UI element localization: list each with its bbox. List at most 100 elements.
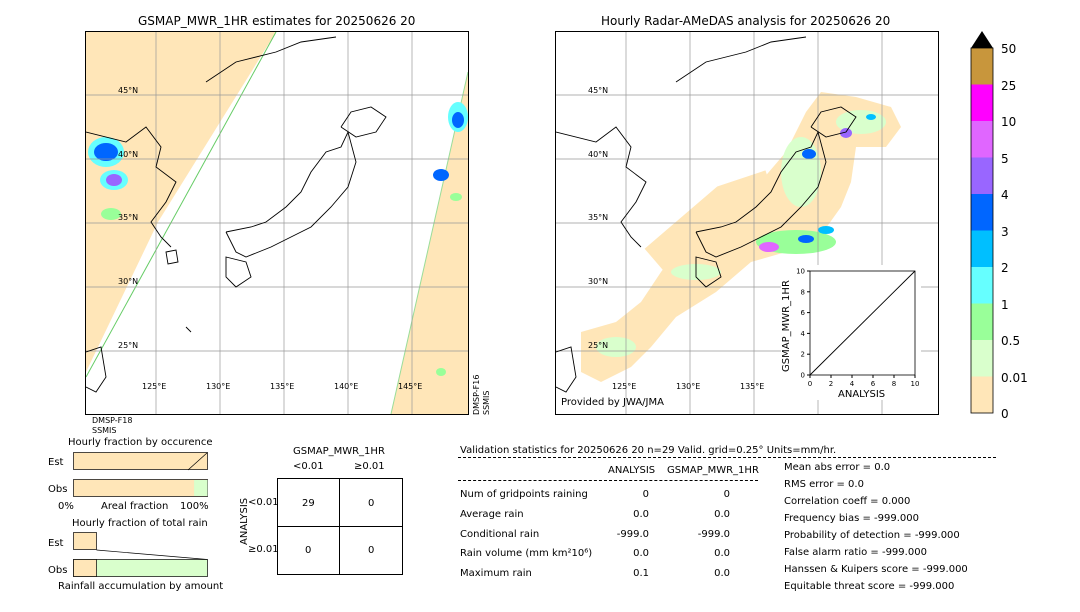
scatter-xtick-label: 8	[892, 380, 896, 388]
stat-label: Maximum rain	[460, 568, 532, 579]
totalrain-obs-bar-segment	[73, 559, 97, 577]
stat-gsmap-value: 0.0	[714, 548, 730, 559]
rain-blob	[802, 149, 816, 159]
rain-blob	[866, 114, 876, 120]
lon-label-125: 125°E	[142, 382, 167, 391]
occurrence-est-label: Est	[48, 457, 64, 468]
colorbar-swatch	[971, 157, 993, 194]
rain-blob	[759, 242, 779, 252]
colorbar-swatch	[971, 48, 993, 85]
colorbar-label-0: 0	[1001, 407, 1009, 421]
left-swath-area	[86, 32, 276, 372]
contingency-cell: 29	[302, 498, 315, 509]
occurrence-title: Hourly fraction by occurence	[68, 437, 213, 448]
scatter-ytick-label: 8	[801, 288, 805, 296]
totalrain-est-bar	[73, 532, 97, 550]
totalrain-connector	[96, 549, 208, 560]
lat-label-30: 30°N	[118, 277, 139, 286]
colorbar-label-50: 50	[1001, 42, 1017, 56]
occurrence-xtick-left: 0%	[58, 501, 74, 512]
colorbar-label-10: 10	[1001, 115, 1017, 129]
colorbar-label-0-5: 0.5	[1001, 334, 1021, 348]
contingency-cell: 0	[368, 545, 375, 556]
right-gridlines	[556, 32, 938, 414]
rain-blob	[818, 226, 834, 234]
rain-blob	[101, 208, 121, 220]
rain-blob	[840, 128, 852, 138]
rain-blob	[433, 169, 449, 181]
stat-analysis-value: 0.1	[633, 568, 649, 579]
rain-blob	[94, 143, 118, 161]
score-pod: Probability of detection = -999.000	[784, 530, 960, 541]
colorbar-swatch	[971, 84, 993, 121]
lat-label-45: 45°N	[588, 86, 609, 95]
left-coastline	[86, 36, 387, 393]
scatter-ticks: 0 2 4 6 8 10 0 2 4 6 8 10	[796, 268, 919, 389]
colorbar-label-25: 25	[1001, 79, 1017, 93]
rain-blob	[106, 174, 122, 186]
stat-analysis-value: 0	[642, 489, 649, 500]
colorbar-label-5: 5	[1001, 152, 1009, 166]
contingency-cell: 0	[368, 498, 375, 509]
colorbar-label-1: 1	[1001, 298, 1009, 312]
left-map-title: GSMAP_MWR_1HR estimates for 20250626 20	[138, 14, 416, 28]
contingency-divider	[278, 526, 402, 527]
colorbar-label-3: 3	[1001, 225, 1009, 239]
colorbar-swatches	[971, 48, 993, 413]
sat-label-right-sensor: SSMIS	[482, 390, 491, 416]
occurrence-chart	[73, 452, 208, 497]
contingency-col-header-lt: <0.01	[293, 461, 324, 472]
lat-label-30: 30°N	[588, 277, 609, 286]
stat-gsmap-value: 0.0	[714, 509, 730, 520]
colorbar-swatch	[971, 340, 993, 377]
colorbar-frame	[970, 47, 994, 414]
occurrence-obs-bar	[73, 479, 208, 497]
occurrence-est-bar	[73, 452, 208, 470]
stat-label: Num of gridpoints raining	[460, 489, 588, 500]
scatter-xtick-label: 2	[829, 380, 833, 388]
lat-label-25: 25°N	[118, 341, 139, 350]
scatter-ytick-label: 6	[801, 309, 806, 317]
contingency-row-header-ge: ≥0.01	[248, 544, 279, 555]
stat-label: Conditional rain	[460, 529, 540, 540]
validation-divider	[458, 480, 758, 481]
rain-blob	[450, 193, 462, 201]
scatter-ytick-label: 4	[801, 330, 806, 338]
occurrence-connector	[187, 452, 208, 471]
left-map-panel	[85, 31, 469, 415]
stat-gsmap-value: 0.0	[714, 568, 730, 579]
lon-label-145: 145°E	[398, 382, 423, 391]
score-frequency-bias: Frequency bias = -999.000	[784, 513, 919, 524]
lon-label-135: 135°E	[270, 382, 295, 391]
right-map-panel	[555, 31, 939, 415]
score-rms: RMS error = 0.0	[784, 479, 864, 490]
stat-gsmap-value: -999.0	[697, 529, 730, 540]
score-ets: Equitable threat score = -999.000	[784, 581, 955, 592]
score-hk: Hanssen & Kuipers score = -999.000	[784, 564, 968, 575]
lon-label-135: 135°E	[740, 382, 765, 391]
contingency-cell: 0	[305, 545, 312, 556]
colorbar-label-0-01: 0.01	[1001, 371, 1028, 385]
scatter-diagonal	[809, 270, 916, 376]
left-map-svg	[86, 32, 468, 414]
totalrain-xlabel: Rainfall accumulation by amount	[58, 581, 224, 592]
lon-label-130: 130°E	[206, 382, 231, 391]
totalrain-est-label: Est	[48, 538, 64, 549]
lat-label-35: 35°N	[588, 213, 609, 222]
scatter-xtick-label: 10	[911, 380, 920, 388]
colorbar-swatch	[971, 121, 993, 158]
colorbar-swatch	[971, 267, 993, 304]
lat-label-35: 35°N	[118, 213, 139, 222]
stat-analysis-value: 0.0	[633, 548, 649, 559]
contingency-title: GSMAP_MWR_1HR	[293, 446, 385, 457]
scatter-inset: 0 2 4 6 8 10 0 2 4 6 8 10	[796, 268, 919, 389]
score-mae: Mean abs error = 0.0	[784, 462, 891, 473]
lon-label-125: 125°E	[612, 382, 637, 391]
scatter-xlabel: ANALYSIS	[838, 389, 886, 400]
lat-label-25: 25°N	[588, 341, 609, 350]
totalrain-chart	[73, 532, 208, 577]
scatter-ylabel: GSMAP_MWR_1HR	[781, 280, 792, 372]
colorbar-swatch	[971, 376, 993, 413]
rain-blob	[452, 112, 464, 128]
scatter-ytick-label: 10	[796, 268, 805, 276]
